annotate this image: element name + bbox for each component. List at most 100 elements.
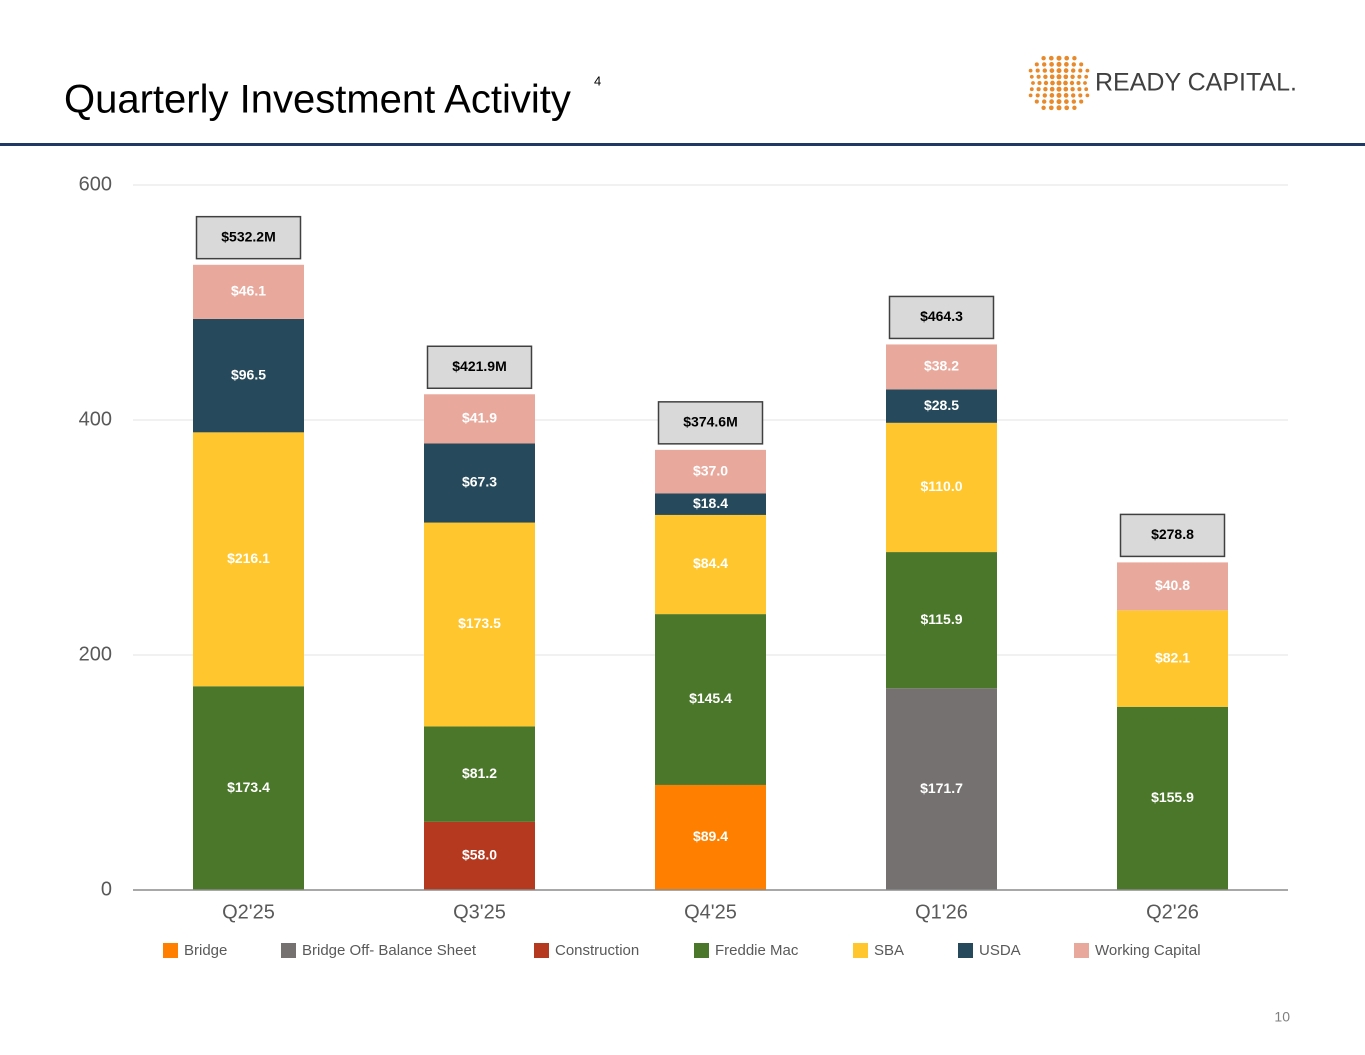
- title-note: 4: [594, 73, 601, 88]
- legend-swatch: [853, 943, 868, 958]
- bar-segment: [886, 389, 997, 423]
- data-label: $216.1: [227, 550, 270, 566]
- legend-swatch: [281, 943, 296, 958]
- total-box: [426, 345, 533, 390]
- total-label: $374.6M: [683, 414, 737, 430]
- data-label: $173.4: [227, 779, 270, 795]
- data-label: $28.5: [924, 397, 959, 413]
- logo-dot: [1037, 80, 1042, 86]
- logo-dot: [1056, 74, 1062, 80]
- logo-dot: [1042, 62, 1047, 67]
- logo-dot: [1056, 99, 1062, 105]
- data-label: $46.1: [231, 283, 266, 299]
- logo-dot: [1071, 62, 1077, 67]
- logo-dot: [1041, 56, 1046, 61]
- logo-text: READY CAPITAL.: [1095, 69, 1297, 97]
- y-tick-label: 400: [79, 408, 112, 430]
- logo-dot: [1084, 74, 1089, 79]
- y-tick-label: 200: [79, 643, 112, 665]
- legend-label: SBA: [874, 942, 904, 959]
- logo-dot: [1049, 62, 1054, 67]
- bar-segment: [424, 821, 535, 890]
- legend-swatch: [958, 943, 973, 958]
- data-label: $58.0: [462, 847, 497, 863]
- data-label: $18.4: [693, 495, 728, 511]
- data-label: $145.4: [689, 690, 732, 706]
- logo-mark: [1028, 55, 1090, 111]
- x-tick-label: Q3'25: [453, 901, 506, 923]
- logo-dot: [1035, 68, 1040, 73]
- total-box: [195, 215, 302, 260]
- logo-dot: [1076, 80, 1081, 86]
- logo-dot: [1036, 87, 1041, 92]
- bar-segment: [886, 422, 997, 553]
- logo-dot: [1034, 62, 1039, 67]
- logo-dot: [1064, 99, 1069, 104]
- bar-segment: [1117, 706, 1228, 890]
- data-label: $67.3: [462, 474, 497, 490]
- logo-dot: [1079, 99, 1084, 104]
- logo-dot: [1071, 93, 1076, 98]
- bar-segment: [1117, 610, 1228, 707]
- x-tick-label: Q2'26: [1146, 901, 1199, 923]
- bar-segment: [193, 432, 304, 687]
- logo-dot: [1063, 68, 1069, 73]
- y-tick-label: 600: [79, 173, 112, 195]
- data-label: $89.4: [693, 828, 728, 844]
- total-label: $464.3: [920, 308, 963, 324]
- bar-segment: [655, 449, 766, 494]
- logo-dot: [1034, 99, 1039, 104]
- data-label: $173.5: [458, 615, 501, 631]
- logo-dot: [1056, 92, 1062, 98]
- bar-segment: [193, 318, 304, 433]
- data-label: $115.9: [920, 611, 962, 627]
- total-label: $532.2M: [221, 228, 275, 244]
- logo-dot: [1064, 105, 1070, 111]
- legend-label: USDA: [979, 942, 1021, 959]
- logo-dot: [1077, 74, 1082, 79]
- logo-dot: [1056, 61, 1062, 67]
- logo-dot: [1029, 87, 1034, 92]
- bar-segment: [193, 264, 304, 319]
- data-label: $41.9: [462, 410, 497, 426]
- data-label: $155.9: [1151, 789, 1194, 805]
- data-label: $171.7: [920, 780, 963, 796]
- chart-title: Quarterly Investment Activity: [64, 78, 571, 122]
- logo-dot: [1049, 93, 1055, 98]
- logo-dot: [1085, 93, 1090, 98]
- logo-dot: [1083, 81, 1087, 85]
- logo-dot: [1041, 105, 1046, 111]
- legend-swatch: [694, 943, 709, 958]
- logo-dot: [1028, 68, 1033, 73]
- logo-dot: [1077, 87, 1082, 92]
- legend-label: Construction: [555, 942, 639, 959]
- logo-dot: [1070, 74, 1075, 80]
- logo-dot: [1031, 81, 1035, 85]
- bar-segment: [1117, 562, 1228, 611]
- total-box: [657, 401, 764, 445]
- logo-dot: [1064, 55, 1070, 61]
- legend-label: Bridge Off- Balance Sheet: [302, 942, 477, 959]
- total-box: [1119, 513, 1226, 558]
- bar-segment: [655, 784, 766, 890]
- logo-dot: [1085, 68, 1090, 73]
- logo-dot: [1063, 80, 1068, 86]
- logo-dot: [1048, 55, 1054, 61]
- logo-dot: [1049, 99, 1054, 104]
- logo-dot: [1048, 105, 1054, 111]
- logo-dot: [1078, 68, 1083, 73]
- data-label: $96.5: [231, 366, 266, 382]
- logo-dot: [1049, 74, 1055, 80]
- logo-dot: [1028, 93, 1033, 98]
- bar-segment: [655, 514, 766, 615]
- logo-dot: [1070, 87, 1075, 92]
- logo-dot: [1056, 55, 1062, 61]
- logo-dot: [1049, 68, 1055, 73]
- logo-dot: [1072, 105, 1077, 111]
- logo-dot: [1078, 93, 1083, 98]
- bar-segment: [424, 443, 535, 523]
- logo-dot: [1072, 56, 1077, 61]
- logo-dot: [1056, 80, 1062, 86]
- logo-dot: [1063, 93, 1069, 98]
